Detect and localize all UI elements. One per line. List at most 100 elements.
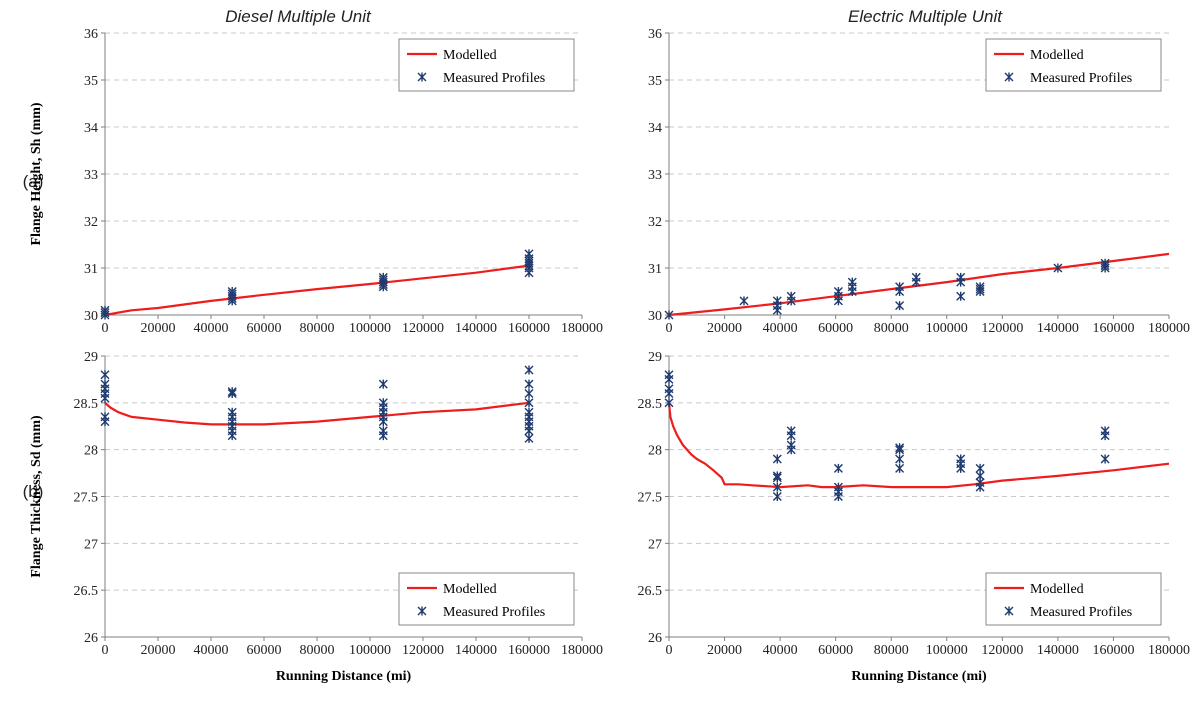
- x-tick-label: 140000: [1037, 643, 1079, 658]
- scatter-point: [833, 287, 843, 296]
- x-tick-label: 120000: [981, 321, 1023, 336]
- scatter-point: [956, 272, 966, 282]
- x-tick-label: 20000: [707, 643, 742, 658]
- y-tick-label: 29: [648, 350, 662, 365]
- scatter-point: [786, 440, 796, 450]
- scatter-point: [786, 291, 796, 301]
- scatter-point: [895, 463, 905, 473]
- scatter-point: [664, 310, 674, 320]
- scatter-point: [378, 398, 388, 408]
- scatter-point: [895, 454, 905, 464]
- legend: Modelled Measured Profiles: [398, 572, 575, 626]
- y-tick-label: 29: [84, 350, 98, 365]
- scatter-point: [772, 482, 782, 492]
- y-tick-label: 32: [84, 215, 98, 230]
- scatter-point: [772, 471, 782, 481]
- y-tick-label: 31: [84, 262, 98, 277]
- y-tick-label: 27.5: [638, 491, 663, 506]
- chart-dmu-height: 30 31 32 33 34 35 36 0 20000 40000 60000 80000 10000…: [29, 27, 603, 336]
- x-tick-label: 160000: [1092, 643, 1134, 658]
- x-tick-label: 100000: [349, 643, 391, 658]
- scatter-point: [833, 463, 843, 473]
- scatter-point: [524, 379, 534, 389]
- x-tick-label: 20000: [707, 321, 742, 336]
- x-tick-label: 20000: [141, 643, 176, 658]
- legend-label-measured: Measured Profiles: [1030, 605, 1132, 620]
- y-tick-label: 26: [84, 631, 98, 646]
- scatter-point: [1100, 258, 1110, 268]
- scatter-point: [956, 291, 966, 301]
- x-tick-label: 140000: [455, 321, 497, 336]
- x-tick-label: 80000: [874, 643, 909, 658]
- y-tick-label: 26.5: [638, 584, 663, 599]
- scatter-point: [847, 277, 857, 287]
- x-tick-label: 180000: [1148, 643, 1190, 658]
- scatter-point: [895, 282, 905, 292]
- y-tick-label: 28: [648, 444, 662, 459]
- legend-box: [985, 572, 1162, 626]
- legend-label-modelled: Modelled: [443, 48, 497, 63]
- scatter-point: [524, 249, 534, 259]
- scatter-point: [100, 412, 110, 422]
- series-line-modelled: [667, 402, 1170, 489]
- scatter-point: [975, 463, 985, 473]
- column-title-dmu: Diesel Multiple Unit: [225, 7, 372, 26]
- y-tick-label: 33: [648, 168, 662, 183]
- legend-box: [398, 572, 575, 626]
- y-tick-label: 32: [648, 215, 662, 230]
- y-tick-label: 26: [648, 631, 662, 646]
- column-title-emu: Electric Multiple Unit: [848, 7, 1003, 26]
- x-axis-title: Running Distance (mi): [276, 669, 412, 684]
- x-tick-label: 120000: [402, 321, 444, 336]
- x-tick-label: 60000: [818, 321, 853, 336]
- scatter-point: [100, 305, 110, 315]
- scatter-point: [895, 301, 905, 311]
- y-tick-label: 27: [648, 537, 662, 552]
- scatter-point: [227, 407, 237, 417]
- scatter-point: [524, 407, 534, 417]
- scatter-point: [378, 379, 388, 389]
- scatter-point: [1100, 426, 1110, 436]
- scatter-point: [833, 482, 843, 492]
- scatter-point: [956, 454, 966, 464]
- y-axis-title: Flange Thickness, Sd (mm): [29, 415, 44, 578]
- legend-swatch-measured: [1004, 72, 1014, 82]
- x-tick-label: 0: [666, 321, 673, 336]
- x-tick-label: 80000: [874, 321, 909, 336]
- legend-label-modelled: Modelled: [1030, 48, 1084, 63]
- y-tick-label: 26.5: [74, 584, 99, 599]
- scatter-point: [100, 379, 110, 389]
- x-tick-label: 120000: [981, 643, 1023, 658]
- row-label-a: (a): [23, 172, 44, 191]
- legend-label-measured: Measured Profiles: [443, 605, 545, 620]
- scatter-point: [1053, 263, 1063, 273]
- y-tick-label: 28: [84, 444, 98, 459]
- x-tick-label: 60000: [247, 321, 282, 336]
- y-tick-label: 30: [648, 309, 662, 324]
- x-tick-label: 0: [666, 643, 673, 658]
- x-tick-label: 40000: [763, 643, 798, 658]
- scatter-point: [524, 365, 534, 375]
- chart-emu-height: 30 31 32 33 34 35 36 0 20000 40000 60000 80000 10000…: [648, 27, 1190, 336]
- legend: Modelled Measured Profiles: [985, 38, 1162, 92]
- legend-label-measured: Measured Profiles: [1030, 71, 1132, 86]
- x-tick-label: 60000: [247, 643, 282, 658]
- x-tick-label: 160000: [508, 321, 550, 336]
- legend: Modelled Measured Profiles: [398, 38, 575, 92]
- scatter-point: [524, 398, 534, 408]
- y-tick-label: 34: [84, 121, 98, 136]
- x-tick-label: 20000: [141, 321, 176, 336]
- legend-label-modelled: Modelled: [1030, 582, 1084, 597]
- scatter-point: [378, 426, 388, 436]
- x-tick-label: 140000: [1037, 321, 1079, 336]
- scatter-point: [911, 272, 921, 282]
- scatter-point: [664, 384, 674, 394]
- x-tick-label: 80000: [300, 321, 335, 336]
- x-tick-label: 40000: [763, 321, 798, 336]
- scatter-point: [664, 398, 674, 408]
- y-tick-label: 35: [84, 74, 98, 89]
- legend-swatch-measured: [417, 72, 427, 82]
- row-label-b: (b): [23, 482, 44, 501]
- x-tick-label: 100000: [926, 321, 968, 336]
- scatter-point: [227, 287, 237, 296]
